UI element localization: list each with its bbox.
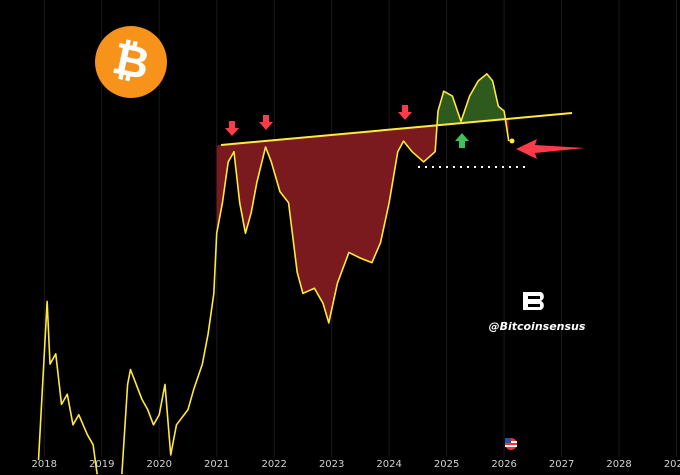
handle: @Bitcoinsensus (489, 320, 586, 333)
x-tick-label: 2024 (376, 459, 401, 470)
plot (37, 73, 510, 475)
down-arrow (259, 115, 273, 130)
bitcoin-logo: ₿ (95, 26, 167, 98)
pointer-arrow (516, 139, 585, 159)
x-tick-label: 2018 (32, 459, 57, 470)
x-tick-label: 2023 (319, 459, 344, 470)
x-tick-label: 2022 (261, 459, 286, 470)
down-arrow (225, 121, 239, 136)
price-line (37, 300, 98, 475)
price-line (121, 73, 510, 475)
brand-logo (523, 292, 544, 310)
x-tick-label: 2028 (606, 459, 631, 470)
x-tick-label: 2025 (434, 459, 459, 470)
last-point (509, 138, 515, 144)
trend-line (220, 112, 573, 146)
x-tick-label: 2019 (89, 459, 114, 470)
x-tick-label: 2026 (491, 459, 516, 470)
x-tick-label: 2027 (549, 459, 574, 470)
x-tick-label: 2029 (664, 459, 680, 470)
up-arrow (455, 133, 469, 148)
flag-icon (505, 438, 517, 450)
arrows (225, 105, 585, 159)
down-arrow (398, 105, 412, 120)
x-tick-label: 2020 (146, 459, 171, 470)
x-tick-label: 2021 (204, 459, 229, 470)
